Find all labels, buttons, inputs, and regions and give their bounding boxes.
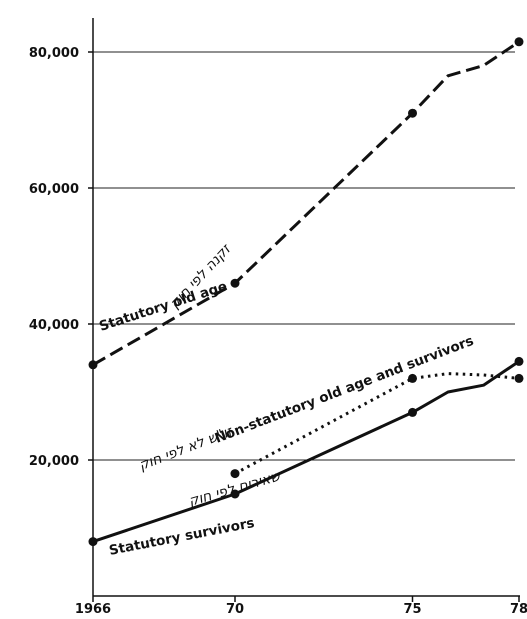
series-lines xyxy=(88,37,524,547)
x-tick-label: 1966 xyxy=(75,602,111,617)
data-point xyxy=(230,489,240,499)
series-label-2: Statutory survivors xyxy=(108,515,256,559)
data-point xyxy=(514,373,524,383)
data-point xyxy=(408,407,417,417)
data-point xyxy=(408,108,417,118)
x-tick-label: 78 xyxy=(510,602,527,617)
series-line-2 xyxy=(92,360,520,544)
data-point xyxy=(88,537,98,547)
data-point xyxy=(230,469,240,479)
series-label-0: Statutory old age xyxy=(97,278,229,334)
y-axis-ticks: 20,000 40,000 60,000 80,000 xyxy=(29,46,93,469)
y-tick-label: 20,000 xyxy=(29,454,79,469)
data-point xyxy=(408,373,417,383)
data-point xyxy=(514,356,524,366)
y-tick-label: 80,000 xyxy=(29,46,79,61)
x-tick-label: 70 xyxy=(226,602,244,617)
series-line-1 xyxy=(234,372,520,475)
series-line-0 xyxy=(92,40,520,367)
data-point xyxy=(514,37,524,47)
data-point xyxy=(230,278,240,288)
x-tick-label: 75 xyxy=(403,602,421,617)
x-axis-ticks: 1966 70 75 78 xyxy=(75,596,527,617)
series-label-he-1: זו"ש לא לפי חוק xyxy=(137,423,236,474)
series-label-1: Non-statutory old age and survivors xyxy=(213,333,476,447)
data-point xyxy=(88,360,98,370)
y-tick-label: 60,000 xyxy=(29,182,79,197)
y-tick-label: 40,000 xyxy=(29,318,79,333)
